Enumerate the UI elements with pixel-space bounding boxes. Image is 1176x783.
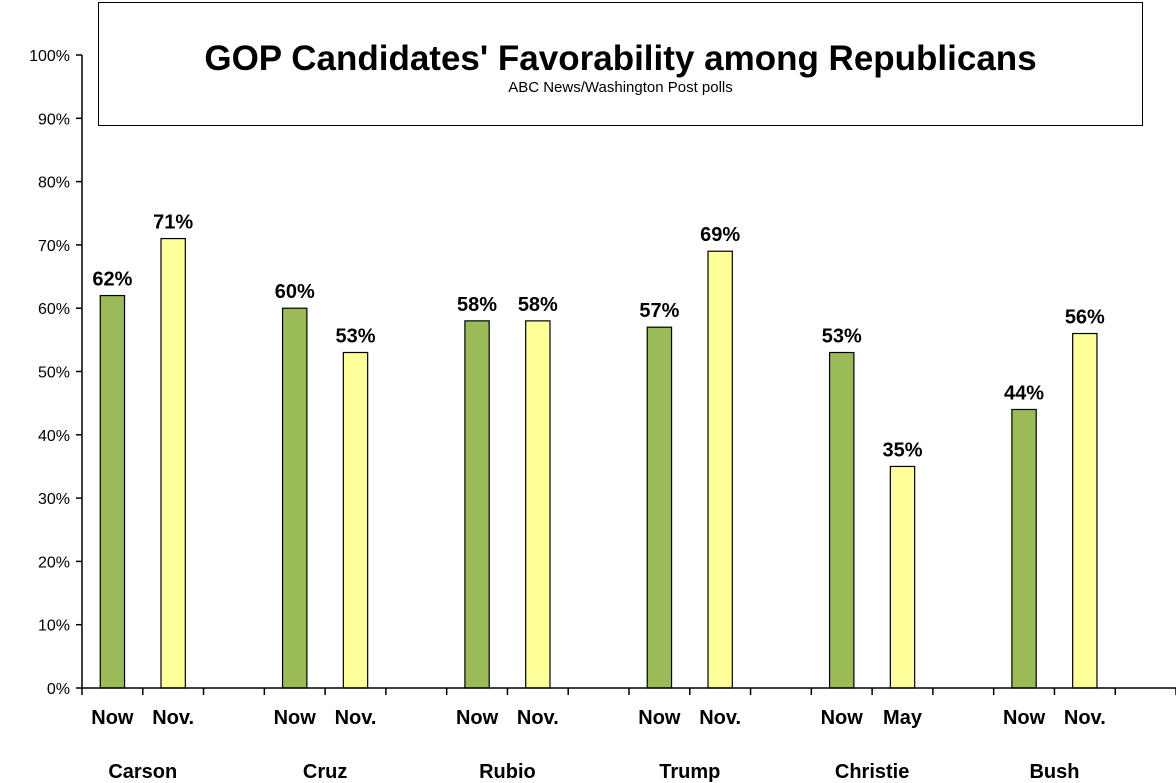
bar-carson-now <box>99 294 126 689</box>
bar-rubio-now <box>464 320 490 689</box>
x-tick-label: Nov. <box>152 707 194 729</box>
group-label: Bush <box>1029 761 1079 783</box>
data-label: 57% <box>639 300 679 322</box>
data-label: 69% <box>700 224 740 246</box>
bar-cruz-previous <box>342 351 369 689</box>
y-tick-label: 20% <box>38 554 70 571</box>
y-tick-label: 60% <box>38 301 70 318</box>
data-label: 58% <box>518 294 558 316</box>
bar-christie-previous <box>889 465 916 689</box>
data-label: 62% <box>92 269 132 291</box>
y-tick-label: 10% <box>38 618 70 635</box>
group-label: Trump <box>659 761 720 783</box>
chart-title: GOP Candidates' Favorability among Repub… <box>204 39 1037 78</box>
group-label: Christie <box>835 761 909 783</box>
y-tick-label: 50% <box>38 365 70 382</box>
x-tick-label: Now <box>91 707 134 729</box>
y-tick-label: 70% <box>38 238 70 255</box>
data-label: 44% <box>1004 382 1044 404</box>
y-tick-label: 100% <box>29 48 70 65</box>
bar-bush-previous <box>1072 332 1098 689</box>
group-label: Cruz <box>303 761 347 783</box>
y-tick-label: 40% <box>38 428 70 445</box>
x-axis: Now Nov. Carson Now Nov. Cruz Now Nov. Rubio Now N… <box>81 687 1176 783</box>
bar-carson-previous <box>160 237 186 689</box>
data-label: 58% <box>457 294 497 316</box>
bar-cruz-now <box>281 307 308 689</box>
bar-trump-previous <box>707 250 733 689</box>
group-label: Rubio <box>479 761 536 783</box>
data-label: 56% <box>1065 307 1105 329</box>
y-axis: 0% 10% 20% 30% 40% 50% 60% 70% 80% 90% 100% <box>29 48 83 698</box>
x-tick-label: Now <box>1003 707 1046 729</box>
y-tick-label: 90% <box>38 111 70 128</box>
group-label: Carson <box>108 761 177 783</box>
title-box: GOP Candidates' Favorability among Repub… <box>98 2 1143 126</box>
bar-christie-now <box>828 351 855 689</box>
x-tick-label: May <box>883 707 923 729</box>
y-tick-label: 0% <box>47 681 70 698</box>
x-tick-label: Now <box>456 707 499 729</box>
x-tick-label: Now <box>274 707 317 729</box>
y-tick-label: 30% <box>38 491 70 508</box>
data-label: 53% <box>822 326 862 348</box>
chart-subtitle: ABC News/Washington Post polls <box>508 79 733 96</box>
x-tick-label: Nov. <box>335 707 377 729</box>
x-tick-label: Now <box>638 707 681 729</box>
bar-bush-now <box>1011 408 1037 689</box>
x-tick-label: Nov. <box>517 707 559 729</box>
data-label: 60% <box>275 281 315 303</box>
data-label: 53% <box>335 326 375 348</box>
x-tick-label: Now <box>821 707 864 729</box>
data-label: 71% <box>153 212 193 234</box>
bar-trump-now <box>646 326 673 689</box>
data-label: 35% <box>882 439 922 461</box>
x-tick-label: Nov. <box>1064 707 1106 729</box>
bar-rubio-previous <box>525 320 551 689</box>
bars: 62% 71% 60% 53% 58% 58% 57% 69% 53% 35% 44% 56% <box>92 212 1105 689</box>
x-tick-label: Nov. <box>699 707 741 729</box>
y-tick-label: 80% <box>38 175 70 192</box>
